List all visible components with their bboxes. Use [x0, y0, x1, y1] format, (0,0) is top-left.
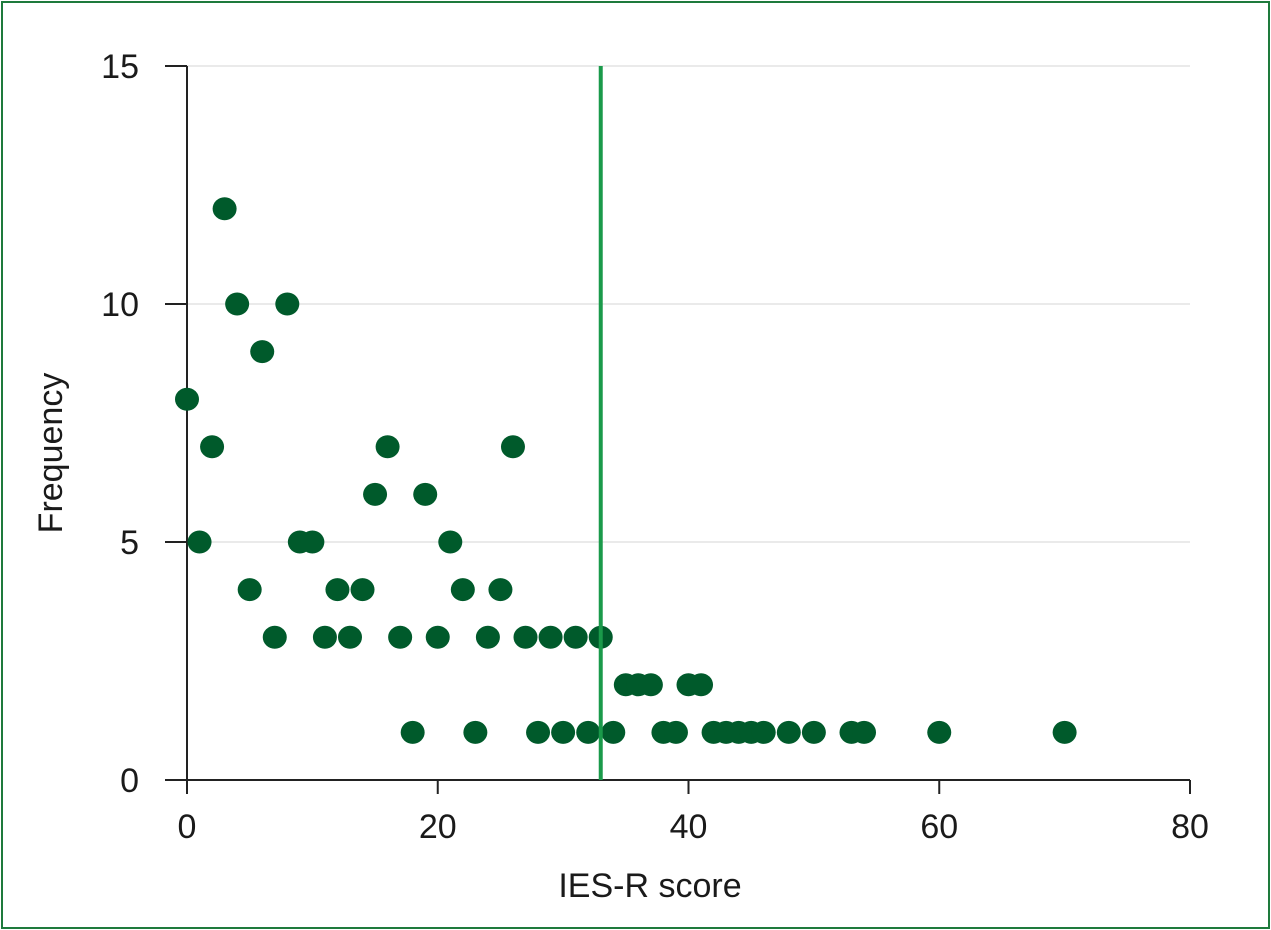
data-point [576, 720, 601, 744]
data-point [187, 530, 212, 554]
data-point [250, 340, 275, 364]
data-point [312, 625, 337, 649]
data-point [425, 625, 450, 649]
data-point [663, 720, 688, 744]
data-point [638, 673, 663, 697]
data-point [488, 578, 513, 602]
data-point [350, 578, 375, 602]
data-point [463, 720, 488, 744]
x-tick-label: 20 [419, 808, 457, 846]
data-point [513, 625, 538, 649]
data-point [262, 625, 287, 649]
data-points [175, 197, 1077, 744]
data-point [388, 625, 413, 649]
data-point [212, 197, 237, 221]
y-tick-label: 15 [101, 48, 139, 86]
data-point [538, 625, 563, 649]
data-point [500, 435, 525, 459]
data-point [927, 720, 952, 744]
data-point [1052, 720, 1077, 744]
data-point [375, 435, 400, 459]
data-point [852, 720, 877, 744]
data-point [300, 530, 325, 554]
data-point [526, 720, 551, 744]
data-point [275, 292, 300, 316]
x-tick-label: 40 [670, 808, 708, 846]
data-point [551, 720, 576, 744]
y-axis-ticks: 0 5 10 15 [101, 48, 187, 800]
y-tick-label: 0 [120, 762, 139, 800]
data-point [751, 720, 776, 744]
data-point [450, 578, 475, 602]
data-point [563, 625, 588, 649]
data-point [776, 720, 801, 744]
x-tick-label: 0 [178, 808, 197, 846]
x-axis-ticks: 0 20 40 60 80 [178, 780, 1209, 846]
grid-lines [187, 65, 1190, 543]
data-point [689, 673, 714, 697]
data-point [400, 720, 425, 744]
data-point [337, 625, 362, 649]
data-point [801, 720, 826, 744]
data-point [413, 482, 438, 506]
data-point [601, 720, 626, 744]
y-tick-label: 10 [101, 286, 139, 324]
data-point [225, 292, 250, 316]
x-tick-label: 80 [1171, 808, 1209, 846]
data-point [325, 578, 350, 602]
data-point [438, 530, 463, 554]
data-point [475, 625, 500, 649]
axes [186, 66, 1190, 781]
data-point [200, 435, 225, 459]
y-tick-label: 5 [120, 524, 139, 562]
x-axis-title: IES-R score [558, 867, 741, 905]
y-axis-title: Frequency [32, 373, 70, 534]
data-point [363, 482, 388, 506]
data-point [175, 387, 199, 411]
x-tick-label: 60 [920, 808, 958, 846]
data-point [237, 578, 262, 602]
